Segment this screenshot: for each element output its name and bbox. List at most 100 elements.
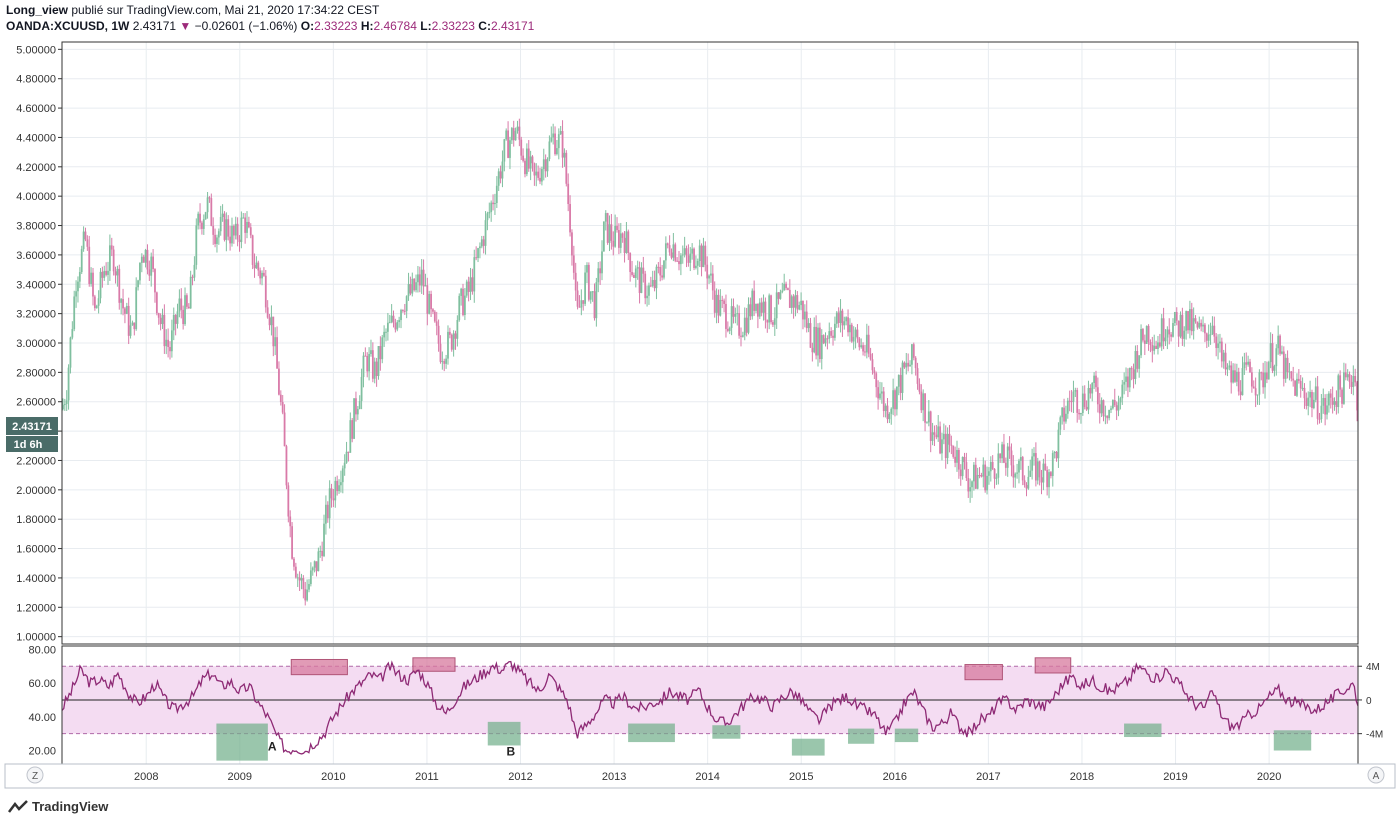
candle-body <box>989 462 992 472</box>
candle-body <box>1016 472 1018 474</box>
candle-body <box>691 248 694 254</box>
candle-body <box>567 183 570 205</box>
candle-body <box>1232 370 1234 383</box>
candle-body <box>676 260 679 262</box>
candle-body <box>1279 335 1281 354</box>
candle-body <box>700 245 703 268</box>
candle-body <box>135 287 138 330</box>
candle-body <box>360 376 363 402</box>
candle-body <box>982 464 985 477</box>
candle-body <box>458 295 461 321</box>
candle-body <box>1123 381 1126 385</box>
candle-body <box>154 269 156 293</box>
candle-body <box>760 302 763 313</box>
candle-body <box>259 270 262 279</box>
candle-body <box>1192 318 1195 332</box>
rsi-right-tick-label: 4M <box>1366 662 1380 673</box>
time-axis[interactable]: 2008 2009 2010 2011 2012 2013 2014 2015 2016 2017… <box>134 771 1281 783</box>
author-name[interactable]: Long_view <box>6 3 69 17</box>
oversold-highlight-box <box>1124 723 1162 738</box>
candle-body <box>1239 391 1242 396</box>
candle-body <box>875 373 878 388</box>
tradingview-logo[interactable]: TradingView <box>8 799 108 814</box>
oversold-highlight-box <box>848 728 875 744</box>
candle-body <box>1320 405 1323 419</box>
candle-body <box>1329 393 1332 398</box>
candle-body <box>798 305 801 310</box>
auto-scale-bg <box>1367 766 1385 784</box>
candle-body <box>394 323 397 330</box>
tradingview-logo-icon <box>8 799 28 813</box>
candle-body <box>1271 343 1274 371</box>
axis-switch-left[interactable]: Z <box>26 766 44 784</box>
symbol-label[interactable]: OANDA:XCUUSD, 1W <box>6 19 130 33</box>
candle-body <box>924 393 926 423</box>
candle-body <box>862 345 864 352</box>
candle-body <box>631 272 633 275</box>
auto-scale-label: A <box>1373 771 1380 782</box>
candle-body <box>1230 365 1233 383</box>
candle-body <box>892 390 895 409</box>
price-candles <box>62 118 1358 606</box>
candle-body <box>169 347 171 352</box>
candle-body <box>638 267 641 293</box>
candle-body <box>1170 334 1173 337</box>
price-tick-label: 4.40000 <box>16 132 56 144</box>
candle-body <box>129 325 132 336</box>
candle-body <box>790 296 793 308</box>
auto-scale-button[interactable]: A <box>1367 766 1385 784</box>
candle-body <box>518 126 521 140</box>
candle-body <box>321 550 324 557</box>
candle-body <box>574 272 577 291</box>
candle-body <box>75 291 77 297</box>
candle-body <box>1147 325 1150 343</box>
candle-body <box>610 224 613 241</box>
candle-body <box>865 334 868 353</box>
candle-body <box>1341 389 1343 404</box>
candle-body <box>957 449 960 470</box>
candle-body <box>492 202 494 205</box>
price-tick-label: 5.00000 <box>16 44 56 56</box>
candle-body <box>402 310 404 312</box>
candle-body <box>864 351 866 353</box>
candle-body <box>586 264 588 273</box>
candle-body <box>396 322 399 330</box>
price-axis[interactable]: 5.00000 4.80000 4.60000 4.40000 4.20000 4.000… <box>16 44 62 644</box>
candle-body <box>291 526 293 559</box>
candle-body <box>548 141 551 160</box>
candle-body <box>67 367 70 401</box>
rsi-axis[interactable]: 80.00 60.00 40.00 20.00 4M 0 -4M <box>28 644 1383 757</box>
candle-body <box>890 408 893 414</box>
candle-body <box>1125 376 1127 382</box>
candle-body <box>197 213 200 226</box>
candle-body <box>112 249 115 272</box>
overbought-highlight-box <box>1034 657 1072 674</box>
candle-body <box>1222 352 1225 362</box>
price-badge: 2.43171 <box>6 417 58 435</box>
candle-body <box>1312 399 1315 408</box>
candle-body <box>813 326 816 353</box>
candle-body <box>1262 372 1265 388</box>
candle-body <box>1187 311 1189 331</box>
candle-body <box>255 262 258 269</box>
candle-body <box>1117 402 1120 411</box>
candle-body <box>124 308 126 314</box>
candle-body <box>323 523 325 557</box>
candle-body <box>1008 446 1011 451</box>
candle-body <box>732 306 735 317</box>
candle-body <box>398 320 401 323</box>
candle-body <box>723 300 725 304</box>
candle-body <box>353 398 355 439</box>
candle-body <box>293 558 295 567</box>
candle-body <box>1085 406 1088 410</box>
candle-body <box>587 264 590 300</box>
candle-body <box>1121 384 1124 399</box>
candle-body <box>589 291 592 300</box>
oversold-highlight-box <box>894 728 919 743</box>
candle-body <box>937 426 940 438</box>
candle-body <box>527 148 530 169</box>
candle-body <box>1115 405 1118 411</box>
candle-body <box>443 361 446 364</box>
candle-body <box>826 338 829 340</box>
